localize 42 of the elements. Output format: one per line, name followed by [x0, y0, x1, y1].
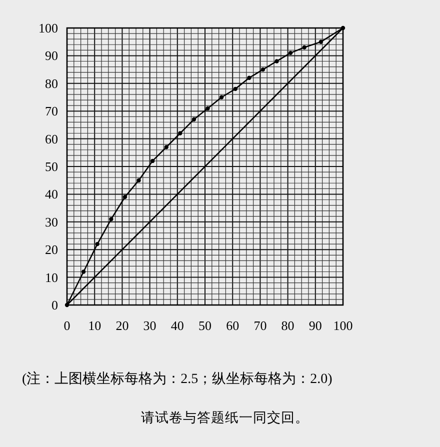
x-tick-label: 60 — [226, 318, 240, 333]
y-tick-label: 10 — [45, 270, 58, 285]
point — [247, 76, 252, 80]
point — [288, 50, 293, 56]
y-tick-label: 80 — [45, 76, 58, 91]
x-tick-label: 20 — [116, 318, 129, 333]
x-tick-label: 40 — [170, 318, 184, 333]
x-tick-label: 90 — [308, 318, 322, 333]
point — [178, 131, 182, 136]
x-tick-label: 80 — [281, 318, 294, 333]
point — [274, 59, 279, 64]
y-tick-label: 20 — [45, 242, 58, 258]
y-tick-label: 0 — [52, 298, 58, 312]
point — [136, 178, 141, 182]
point — [260, 67, 266, 72]
y-tick-label: 50 — [45, 159, 58, 174]
y-tick-label: 100 — [38, 20, 58, 36]
point — [81, 270, 86, 274]
x-tick-label: 50 — [198, 318, 212, 333]
text: (注：上图横坐标每格为：2.5；纵坐标每格为：2.0) — [22, 371, 333, 387]
point — [95, 242, 100, 246]
point — [150, 158, 155, 164]
y-tick-label: 30 — [45, 214, 58, 230]
point — [109, 217, 114, 222]
x-tick-label: 0 — [64, 318, 70, 333]
point — [302, 45, 306, 50]
y-tick-label: 70 — [45, 104, 58, 119]
x-tick-label: 70 — [254, 318, 267, 333]
point — [206, 106, 210, 110]
point — [192, 117, 196, 122]
point — [233, 86, 238, 92]
point — [122, 194, 128, 200]
point — [318, 40, 324, 44]
point — [219, 95, 224, 100]
x-tick-label: 10 — [88, 318, 102, 333]
y-tick-label: 60 — [45, 131, 58, 146]
x-tick-label: 30 — [143, 318, 156, 333]
y-tick-label: 40 — [45, 186, 58, 202]
y-tick-label: 90 — [45, 48, 58, 64]
x-tick-label: 100 — [333, 318, 353, 333]
text: 请试卷与答题纸一同交回。 — [141, 410, 309, 425]
point — [164, 145, 168, 150]
